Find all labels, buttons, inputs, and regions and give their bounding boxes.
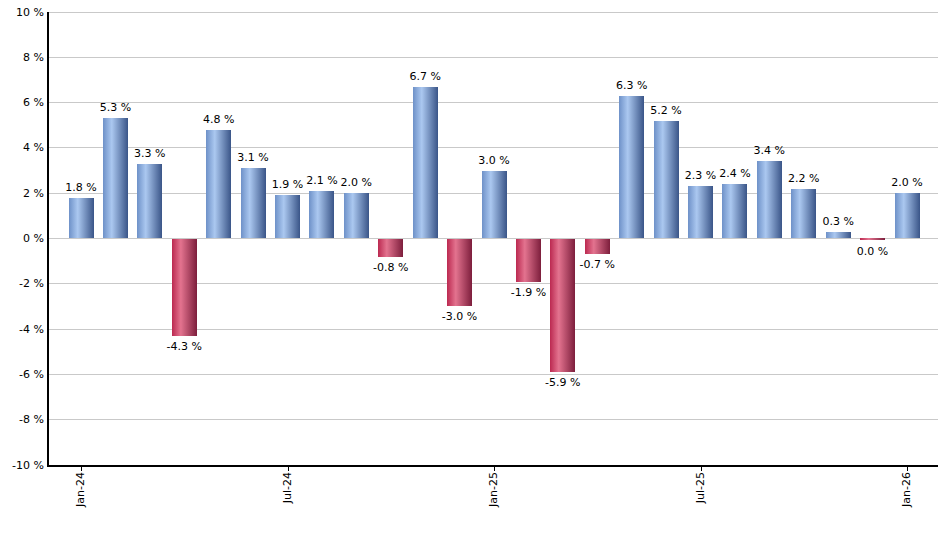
x-tick-label: Jan-24 — [74, 472, 87, 507]
bar-positive — [344, 193, 369, 238]
x-tick-mark — [288, 465, 289, 471]
bar-positive — [688, 186, 713, 238]
y-tick-label: -4 % — [0, 323, 44, 336]
bar-negative — [447, 239, 472, 307]
x-tick-mark — [494, 465, 495, 471]
bar-positive — [137, 164, 162, 239]
bar-positive — [413, 87, 438, 239]
bar-negative — [378, 239, 403, 257]
x-tick-mark — [907, 465, 908, 471]
bar-positive — [103, 118, 128, 238]
x-tick-label: Jul-25 — [694, 472, 707, 503]
y-grid-line — [48, 419, 938, 420]
bar-positive — [619, 96, 644, 239]
y-tick-label: 8 % — [0, 51, 44, 64]
x-axis-line — [47, 465, 938, 467]
y-tick-label: 10 % — [0, 6, 44, 19]
bar-negative — [585, 239, 610, 255]
y-grid-line — [48, 12, 938, 13]
x-tick-label: Jan-26 — [900, 472, 913, 507]
bar-value-label: -4.3 % — [152, 340, 216, 353]
y-tick-label: 6 % — [0, 96, 44, 109]
bar-value-label: 0.0 % — [841, 245, 905, 258]
y-grid-line — [48, 57, 938, 58]
y-tick-label: -8 % — [0, 413, 44, 426]
y-tick-label: -2 % — [0, 277, 44, 290]
y-axis-line — [47, 12, 49, 467]
bar-positive — [860, 238, 885, 240]
bar-value-label: -0.7 % — [565, 258, 629, 271]
bar-value-label: 3.4 % — [737, 144, 801, 157]
x-tick-label: Jul-24 — [281, 472, 294, 503]
bar-positive — [791, 189, 816, 239]
x-tick-mark — [701, 465, 702, 471]
y-tick-label: -10 % — [0, 459, 44, 472]
y-tick-label: 2 % — [0, 187, 44, 200]
y-tick-label: 4 % — [0, 141, 44, 154]
bar-positive — [895, 193, 920, 238]
bar-value-label: 3.3 % — [118, 147, 182, 160]
bar-positive — [826, 232, 851, 239]
bar-value-label: 6.7 % — [393, 70, 457, 83]
bar-positive — [206, 130, 231, 239]
bar-value-label: -3.0 % — [428, 310, 492, 323]
bar-positive — [69, 198, 94, 239]
y-tick-label: 0 % — [0, 232, 44, 245]
bar-value-label: 2.0 % — [324, 176, 388, 189]
x-tick-mark — [81, 465, 82, 471]
y-grid-line — [48, 102, 938, 103]
bar-value-label: -5.9 % — [531, 376, 595, 389]
bar-value-label: -0.8 % — [359, 261, 423, 274]
bar-value-label: 2.0 % — [875, 176, 939, 189]
bar-value-label: 4.8 % — [187, 113, 251, 126]
bar-value-label: 5.2 % — [634, 104, 698, 117]
bar-negative — [516, 239, 541, 282]
monthly-returns-bar-chart: 10 % 8 % 6 % 4 % 2 % 0 % -2 % -4 % -6 % -8 % -10 %… — [0, 0, 940, 550]
bar-value-label: 3.1 % — [221, 151, 285, 164]
bar-value-label: 5.3 % — [83, 101, 147, 114]
bar-value-label: 6.3 % — [600, 79, 664, 92]
x-tick-label: Jan-25 — [487, 472, 500, 507]
bar-value-label: 0.3 % — [806, 215, 870, 228]
bar-value-label: 3.0 % — [462, 154, 526, 167]
bar-positive — [482, 171, 507, 239]
bar-positive — [275, 195, 300, 238]
bar-negative — [172, 239, 197, 336]
bar-positive — [722, 184, 747, 238]
y-tick-label: -6 % — [0, 368, 44, 381]
bar-positive — [309, 191, 334, 239]
bar-value-label: 2.2 % — [772, 172, 836, 185]
y-grid-line — [48, 374, 938, 375]
